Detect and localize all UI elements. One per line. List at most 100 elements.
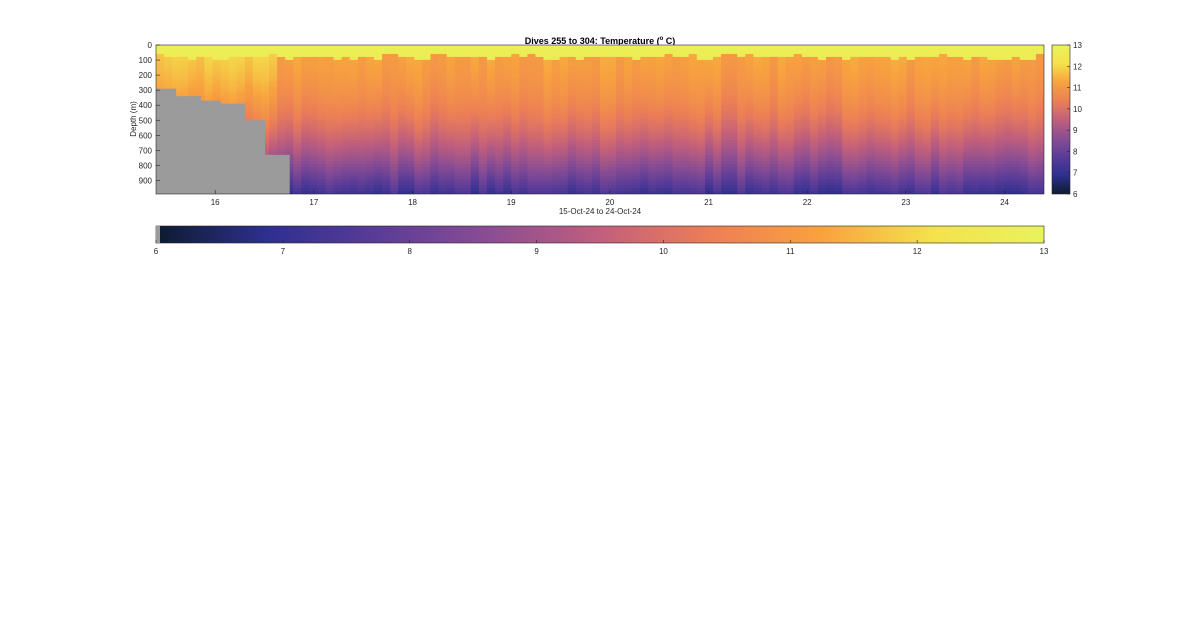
heatmap-cell: [543, 59, 553, 64]
heatmap-cell: [906, 179, 916, 183]
heatmap-cell: [850, 65, 859, 70]
heatmap-cell: [745, 185, 754, 189]
heatmap-cell: [325, 71, 335, 76]
heatmap-cell: [737, 146, 746, 150]
heatmap-cell: [842, 107, 851, 112]
heatmap-cell: [809, 59, 819, 64]
heatmap-cell: [317, 146, 327, 150]
heatmap-cell: [624, 185, 633, 189]
heatmap-cell: [551, 107, 561, 112]
heatmap-cell: [947, 59, 956, 64]
heatmap-cell: [349, 47, 359, 52]
heatmap-cell: [721, 71, 730, 76]
heatmap-cell: [600, 92, 609, 97]
heatmap-cell: [486, 59, 496, 64]
heatmap-cell: [293, 98, 302, 103]
heatmap-cell: [462, 188, 472, 192]
heatmap-cell: [866, 65, 876, 70]
heatmap-cell: [785, 62, 795, 67]
heatmap-cell: [156, 50, 165, 55]
heatmap-cell: [414, 95, 423, 100]
heatmap-cell: [398, 182, 407, 186]
heatmap-cell: [785, 173, 795, 177]
heatmap-cell: [842, 146, 851, 150]
heatmap-cell: [454, 170, 464, 174]
heatmap-cell: [777, 161, 787, 165]
heatmap-cell: [834, 173, 843, 177]
heatmap-cell: [688, 56, 698, 61]
heatmap-cell: [495, 179, 504, 183]
heatmap-cell: [559, 128, 569, 133]
heatmap-cell: [955, 104, 964, 109]
heatmap-cell: [349, 113, 359, 118]
heatmap-cell: [325, 107, 335, 112]
heatmap-cell: [430, 158, 440, 162]
heatmap-cell: [269, 53, 278, 58]
heatmap-cell: [551, 101, 561, 106]
heatmap-cell: [583, 173, 593, 177]
heatmap-cell: [640, 146, 650, 150]
heatmap-cell: [543, 98, 553, 103]
heatmap-cell: [769, 86, 779, 91]
heatmap-cell: [600, 65, 609, 70]
heatmap-cell: [422, 68, 432, 73]
heatmap-cell: [422, 158, 432, 162]
heatmap-cell: [551, 45, 561, 49]
heatmap-cell: [325, 149, 335, 153]
heatmap-cell: [866, 83, 876, 88]
heatmap-cell: [713, 104, 722, 109]
heatmap-cell: [293, 167, 302, 171]
heatmap-cell: [430, 188, 440, 192]
heatmap-cell: [850, 146, 859, 150]
heatmap-cell: [704, 137, 714, 141]
heatmap-cell: [632, 137, 641, 141]
heatmap-cell: [648, 62, 658, 67]
heatmap-cell: [406, 155, 415, 159]
heatmap-cell: [422, 62, 432, 67]
heatmap-cell: [616, 125, 625, 130]
heatmap-cell: [583, 179, 593, 183]
heatmap-cell: [511, 101, 520, 106]
heatmap-cell: [535, 110, 545, 115]
heatmap-cell: [729, 92, 738, 97]
heatmap-cell: [430, 182, 440, 186]
heatmap-cell: [495, 137, 504, 141]
heatmap-cell: [955, 65, 964, 70]
heatmap-cell: [373, 86, 383, 91]
heatmap-cell: [333, 71, 343, 76]
heatmap-cell: [543, 173, 553, 177]
heatmap-cell: [890, 110, 900, 115]
heatmap-cell: [850, 68, 859, 73]
heatmap-cell: [939, 146, 948, 150]
heatmap-cell: [454, 173, 464, 177]
heatmap-cell: [591, 113, 601, 118]
heatmap-cell: [260, 50, 270, 55]
heatmap-cell: [398, 68, 407, 73]
heatmap-cell: [922, 158, 932, 162]
heatmap-cell: [470, 104, 480, 109]
heatmap-cell: [834, 161, 843, 165]
heatmap-cell: [341, 65, 351, 70]
heatmap-cell: [462, 176, 472, 180]
heatmap-cell: [656, 158, 666, 162]
heatmap-cell: [600, 116, 609, 121]
heatmap-cell: [906, 68, 916, 73]
heatmap-cell: [616, 152, 625, 156]
heatmap-cell: [357, 122, 367, 127]
heatmap-cell: [446, 113, 456, 118]
heatmap-cell: [414, 80, 423, 85]
heatmap-cell: [801, 188, 811, 192]
heatmap-cell: [325, 164, 335, 168]
heatmap-cell: [704, 170, 714, 174]
heatmap-cell: [260, 104, 270, 109]
heatmap-cell: [688, 182, 698, 186]
heatmap-cell: [713, 161, 722, 165]
heatmap-cell: [462, 161, 472, 165]
heatmap-cell: [519, 50, 528, 55]
heatmap-cell: [729, 167, 738, 171]
heatmap-cell: [713, 182, 722, 186]
heatmap-cell: [616, 170, 625, 174]
heatmap-cell: [486, 167, 496, 171]
heatmap-cell: [826, 161, 835, 165]
heatmap-cell: [850, 185, 859, 189]
